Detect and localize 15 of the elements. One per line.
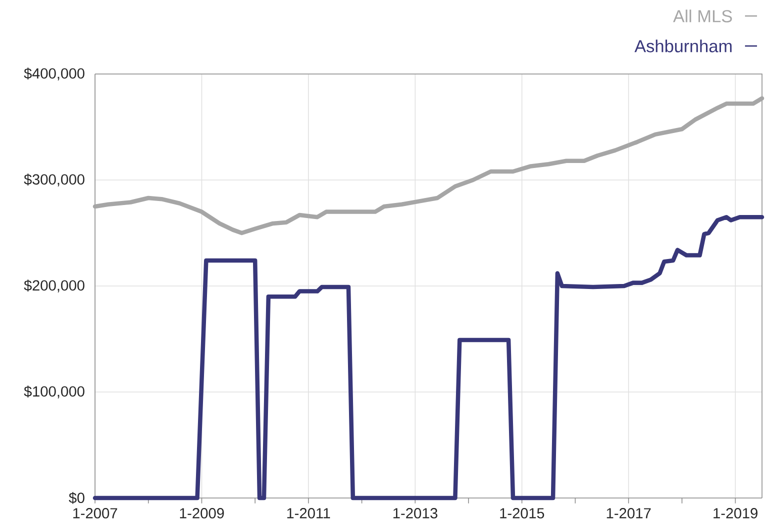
x-tick-label: 1-2017 [606, 508, 651, 518]
y-tick-label: $200,000 [24, 280, 84, 292]
y-tick-label: $300,000 [24, 174, 84, 186]
legend-label: Ashburnham [634, 40, 732, 52]
x-tick-label: 1-2011 [287, 508, 330, 518]
y-tick-label: $100,000 [24, 386, 84, 398]
x-tick-label: 1-2013 [393, 508, 438, 518]
x-tick-label: 1-2015 [500, 508, 544, 518]
y-tick-label: $400,000 [24, 68, 84, 80]
x-tick-label: 1-2019 [714, 508, 758, 518]
x-tick-label: 1-2009 [180, 508, 224, 518]
legend-label: All MLS [673, 10, 732, 22]
y-tick-label: $0 [68, 492, 84, 504]
line-series [92, 96, 764, 236]
x-tick-label: 1-2007 [73, 508, 118, 518]
